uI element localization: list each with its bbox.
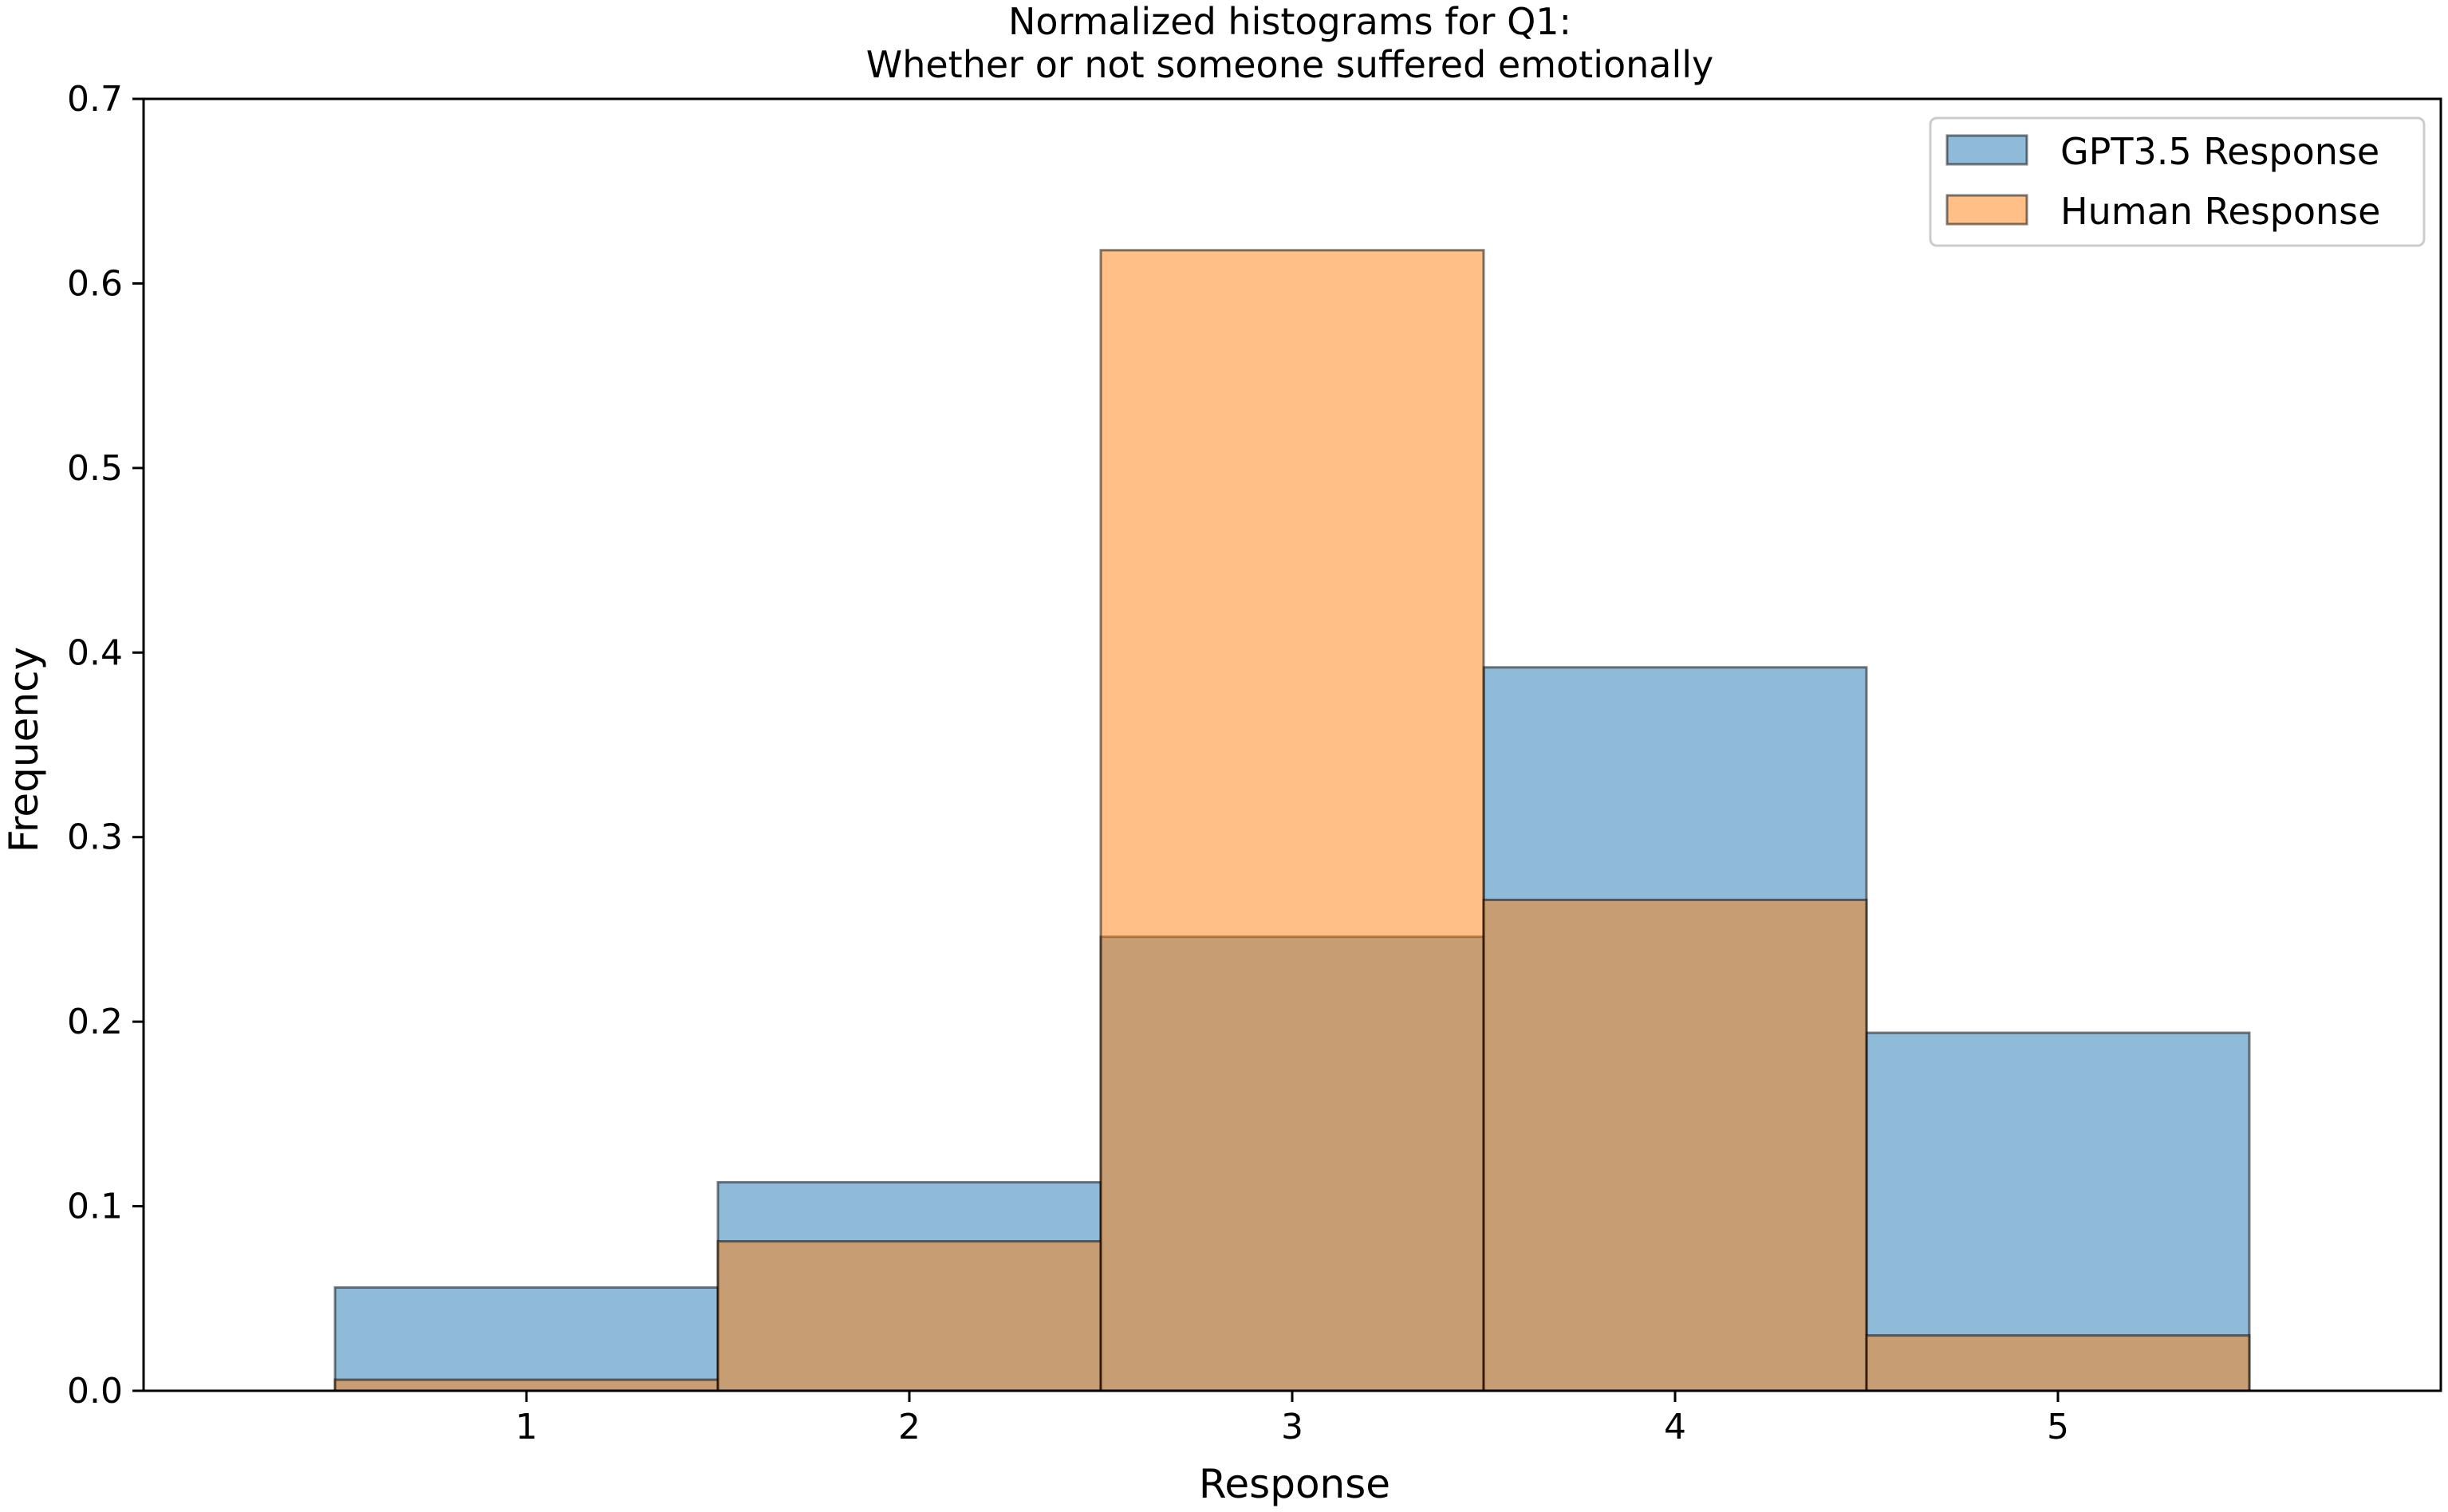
bar-human-5 bbox=[1865, 1334, 2251, 1392]
legend-label-human: Human Response bbox=[2060, 190, 2380, 233]
legend-label-gpt: GPT3.5 Response bbox=[2060, 130, 2379, 173]
bar-human-3 bbox=[1099, 249, 1485, 1392]
bar-gpt-5 bbox=[1865, 1031, 2251, 1392]
legend-swatch-gpt bbox=[1945, 134, 2028, 166]
x-tick-label: 1 bbox=[515, 1407, 538, 1447]
legend-swatch-human bbox=[1945, 194, 2028, 226]
bar-human-2 bbox=[716, 1240, 1102, 1392]
legend: GPT3.5 Response Human Response bbox=[1929, 116, 2426, 247]
x-tick-label: 2 bbox=[898, 1407, 920, 1447]
legend-box bbox=[1929, 116, 2426, 247]
x-axis-label: Response bbox=[1199, 1461, 1390, 1507]
y-tick-label: 0.0 bbox=[67, 1371, 123, 1412]
x-tick-label: 4 bbox=[1664, 1407, 1686, 1447]
y-tick-label: 0.4 bbox=[67, 632, 123, 673]
bar-human-1 bbox=[333, 1378, 719, 1392]
bars-group bbox=[333, 249, 2251, 1392]
y-tick-label: 0.6 bbox=[67, 263, 123, 304]
chart-title: Normalized histograms for Q1: bbox=[1008, 0, 1571, 43]
bar-human-4 bbox=[1482, 898, 1868, 1392]
y-tick-label: 0.7 bbox=[67, 79, 123, 120]
y-tick-label: 0.1 bbox=[67, 1187, 123, 1227]
y-tick-label: 0.3 bbox=[67, 817, 123, 858]
x-axis: 1 2 3 4 5 bbox=[515, 1391, 2069, 1447]
x-tick-label: 3 bbox=[1281, 1407, 1303, 1447]
y-tick-label: 0.5 bbox=[67, 448, 123, 489]
y-axis-label: Frequency bbox=[1, 647, 47, 852]
y-axis: 0.0 0.1 0.2 0.3 0.4 0.5 0.6 0.7 bbox=[67, 79, 144, 1412]
chart-subtitle: Whether or not someone suffered emotiona… bbox=[866, 43, 1714, 86]
x-tick-label: 5 bbox=[2047, 1407, 2069, 1447]
bar-gpt-1 bbox=[333, 1286, 719, 1392]
y-tick-label: 0.2 bbox=[67, 1002, 123, 1042]
